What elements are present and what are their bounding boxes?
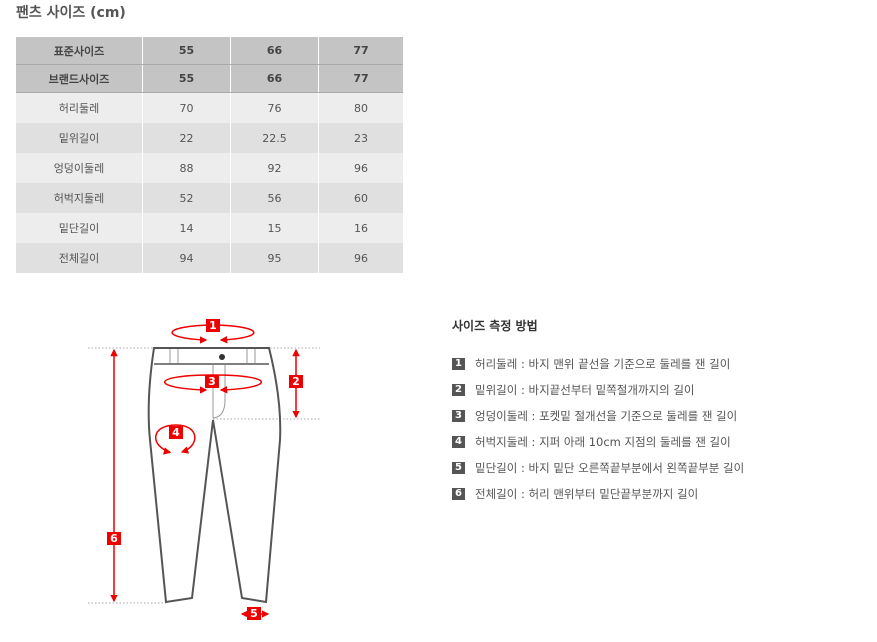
cell: 허벅지둘레 <box>16 183 143 213</box>
cell: 76 <box>230 92 319 123</box>
cell: 허리둘레 <box>16 92 143 123</box>
measure-label-2: 2 <box>289 375 303 388</box>
guide-item: 1 허리둘레 : 바지 맨위 끝선을 기준으로 둘레를 잰 길이 <box>452 351 744 377</box>
table-row: 허벅지둘레 52 56 60 <box>16 183 403 213</box>
header-cell: 55 <box>142 37 231 65</box>
cell: 52 <box>142 183 231 213</box>
guide-lines <box>88 347 320 604</box>
cell: 전체길이 <box>16 243 143 273</box>
pants-outline <box>147 347 282 604</box>
cell: 밑위길이 <box>16 123 143 153</box>
number-badge: 5 <box>452 462 465 474</box>
measure-label-3: 3 <box>205 375 219 388</box>
cell: 엉덩이둘레 <box>16 153 143 183</box>
cell: 23 <box>318 123 403 153</box>
cell: 60 <box>318 183 403 213</box>
table-row: 밑위길이 22 22.5 23 <box>16 123 403 153</box>
cell: 56 <box>230 183 319 213</box>
guide-title: 사이즈 측정 방법 <box>452 319 538 333</box>
guide-text: 허리둘레 : 바지 맨위 끝선을 기준으로 둘레를 잰 길이 <box>475 357 731 371</box>
guide-text: 허벅지둘레 : 지퍼 아래 10cm 지점의 둘레를 잰 길이 <box>475 435 731 449</box>
cell: 22.5 <box>230 123 319 153</box>
measure-label-5: 5 <box>247 607 261 620</box>
cell: 14 <box>142 213 231 243</box>
header-cell: 66 <box>230 64 319 93</box>
number-badge: 3 <box>452 410 465 422</box>
guide-item: 2 밑위길이 : 바지끝선부터 밑쪽절개까지의 길이 <box>452 377 744 403</box>
table-row: 밑단길이 14 15 16 <box>16 213 403 243</box>
cell: 80 <box>318 92 403 123</box>
header-cell: 77 <box>318 37 403 65</box>
waistband-details <box>169 349 256 419</box>
cell: 96 <box>318 153 403 183</box>
cell: 15 <box>230 213 319 243</box>
guide-item: 5 밑단길이 : 바지 밑단 오른쪽끝부분에서 왼쪽끝부분 길이 <box>452 455 744 481</box>
cell: 94 <box>142 243 231 273</box>
header-cell: 브랜드사이즈 <box>16 64 143 93</box>
guide-text: 엉덩이둘레 : 포켓밑 절개선을 기준으로 둘레를 잰 길이 <box>475 409 738 423</box>
guide-item: 4 허벅지둘레 : 지퍼 아래 10cm 지점의 둘레를 잰 길이 <box>452 429 744 455</box>
header-row-standard: 표준사이즈 55 66 77 <box>16 37 403 65</box>
number-badge: 4 <box>452 436 465 448</box>
number-badge: 1 <box>452 358 465 370</box>
measurement-guide: 사이즈 측정 방법 1 허리둘레 : 바지 맨위 끝선을 기준으로 둘레를 잰 길… <box>452 317 744 507</box>
cell: 92 <box>230 153 319 183</box>
measure-label-6: 6 <box>107 532 121 545</box>
guide-text: 밑단길이 : 바지 밑단 오른쪽끝부분에서 왼쪽끝부분 길이 <box>475 461 745 475</box>
cell: 밑단길이 <box>16 213 143 243</box>
header-cell: 55 <box>142 64 231 93</box>
cell: 70 <box>142 92 231 123</box>
size-table: 표준사이즈 55 66 77 브랜드사이즈 55 66 77 허리둘레 70 76 80 밑위길이… <box>16 37 403 273</box>
button-icon <box>219 354 225 360</box>
guide-item: 6 전체길이 : 허리 맨위부터 밑단끝부분까지 길이 <box>452 481 744 507</box>
guide-text: 밑위길이 : 바지끝선부터 밑쪽절개까지의 길이 <box>475 383 695 397</box>
cell: 22 <box>142 123 231 153</box>
header-cell: 66 <box>230 37 319 65</box>
cell: 16 <box>318 213 403 243</box>
guide-item: 3 엉덩이둘레 : 포켓밑 절개선을 기준으로 둘레를 잰 길이 <box>452 403 744 429</box>
number-badge: 2 <box>452 384 465 396</box>
header-cell: 77 <box>318 64 403 93</box>
page-title: 팬츠 사이즈 (cm) <box>16 5 126 21</box>
measure-label-4: 4 <box>169 426 183 439</box>
cell: 88 <box>142 153 231 183</box>
number-badge: 6 <box>452 488 465 500</box>
table-row: 엉덩이둘레 88 92 96 <box>16 153 403 183</box>
table-row: 허리둘레 70 76 80 <box>16 92 403 123</box>
cell: 96 <box>318 243 403 273</box>
header-row-brand: 브랜드사이즈 55 66 77 <box>16 64 403 93</box>
table-row: 전체길이 94 95 96 <box>16 243 403 273</box>
guide-text: 전체길이 : 허리 맨위부터 밑단끝부분까지 길이 <box>475 487 699 501</box>
header-cell: 표준사이즈 <box>16 37 143 65</box>
cell: 95 <box>230 243 319 273</box>
measure-label-1: 1 <box>206 319 220 332</box>
